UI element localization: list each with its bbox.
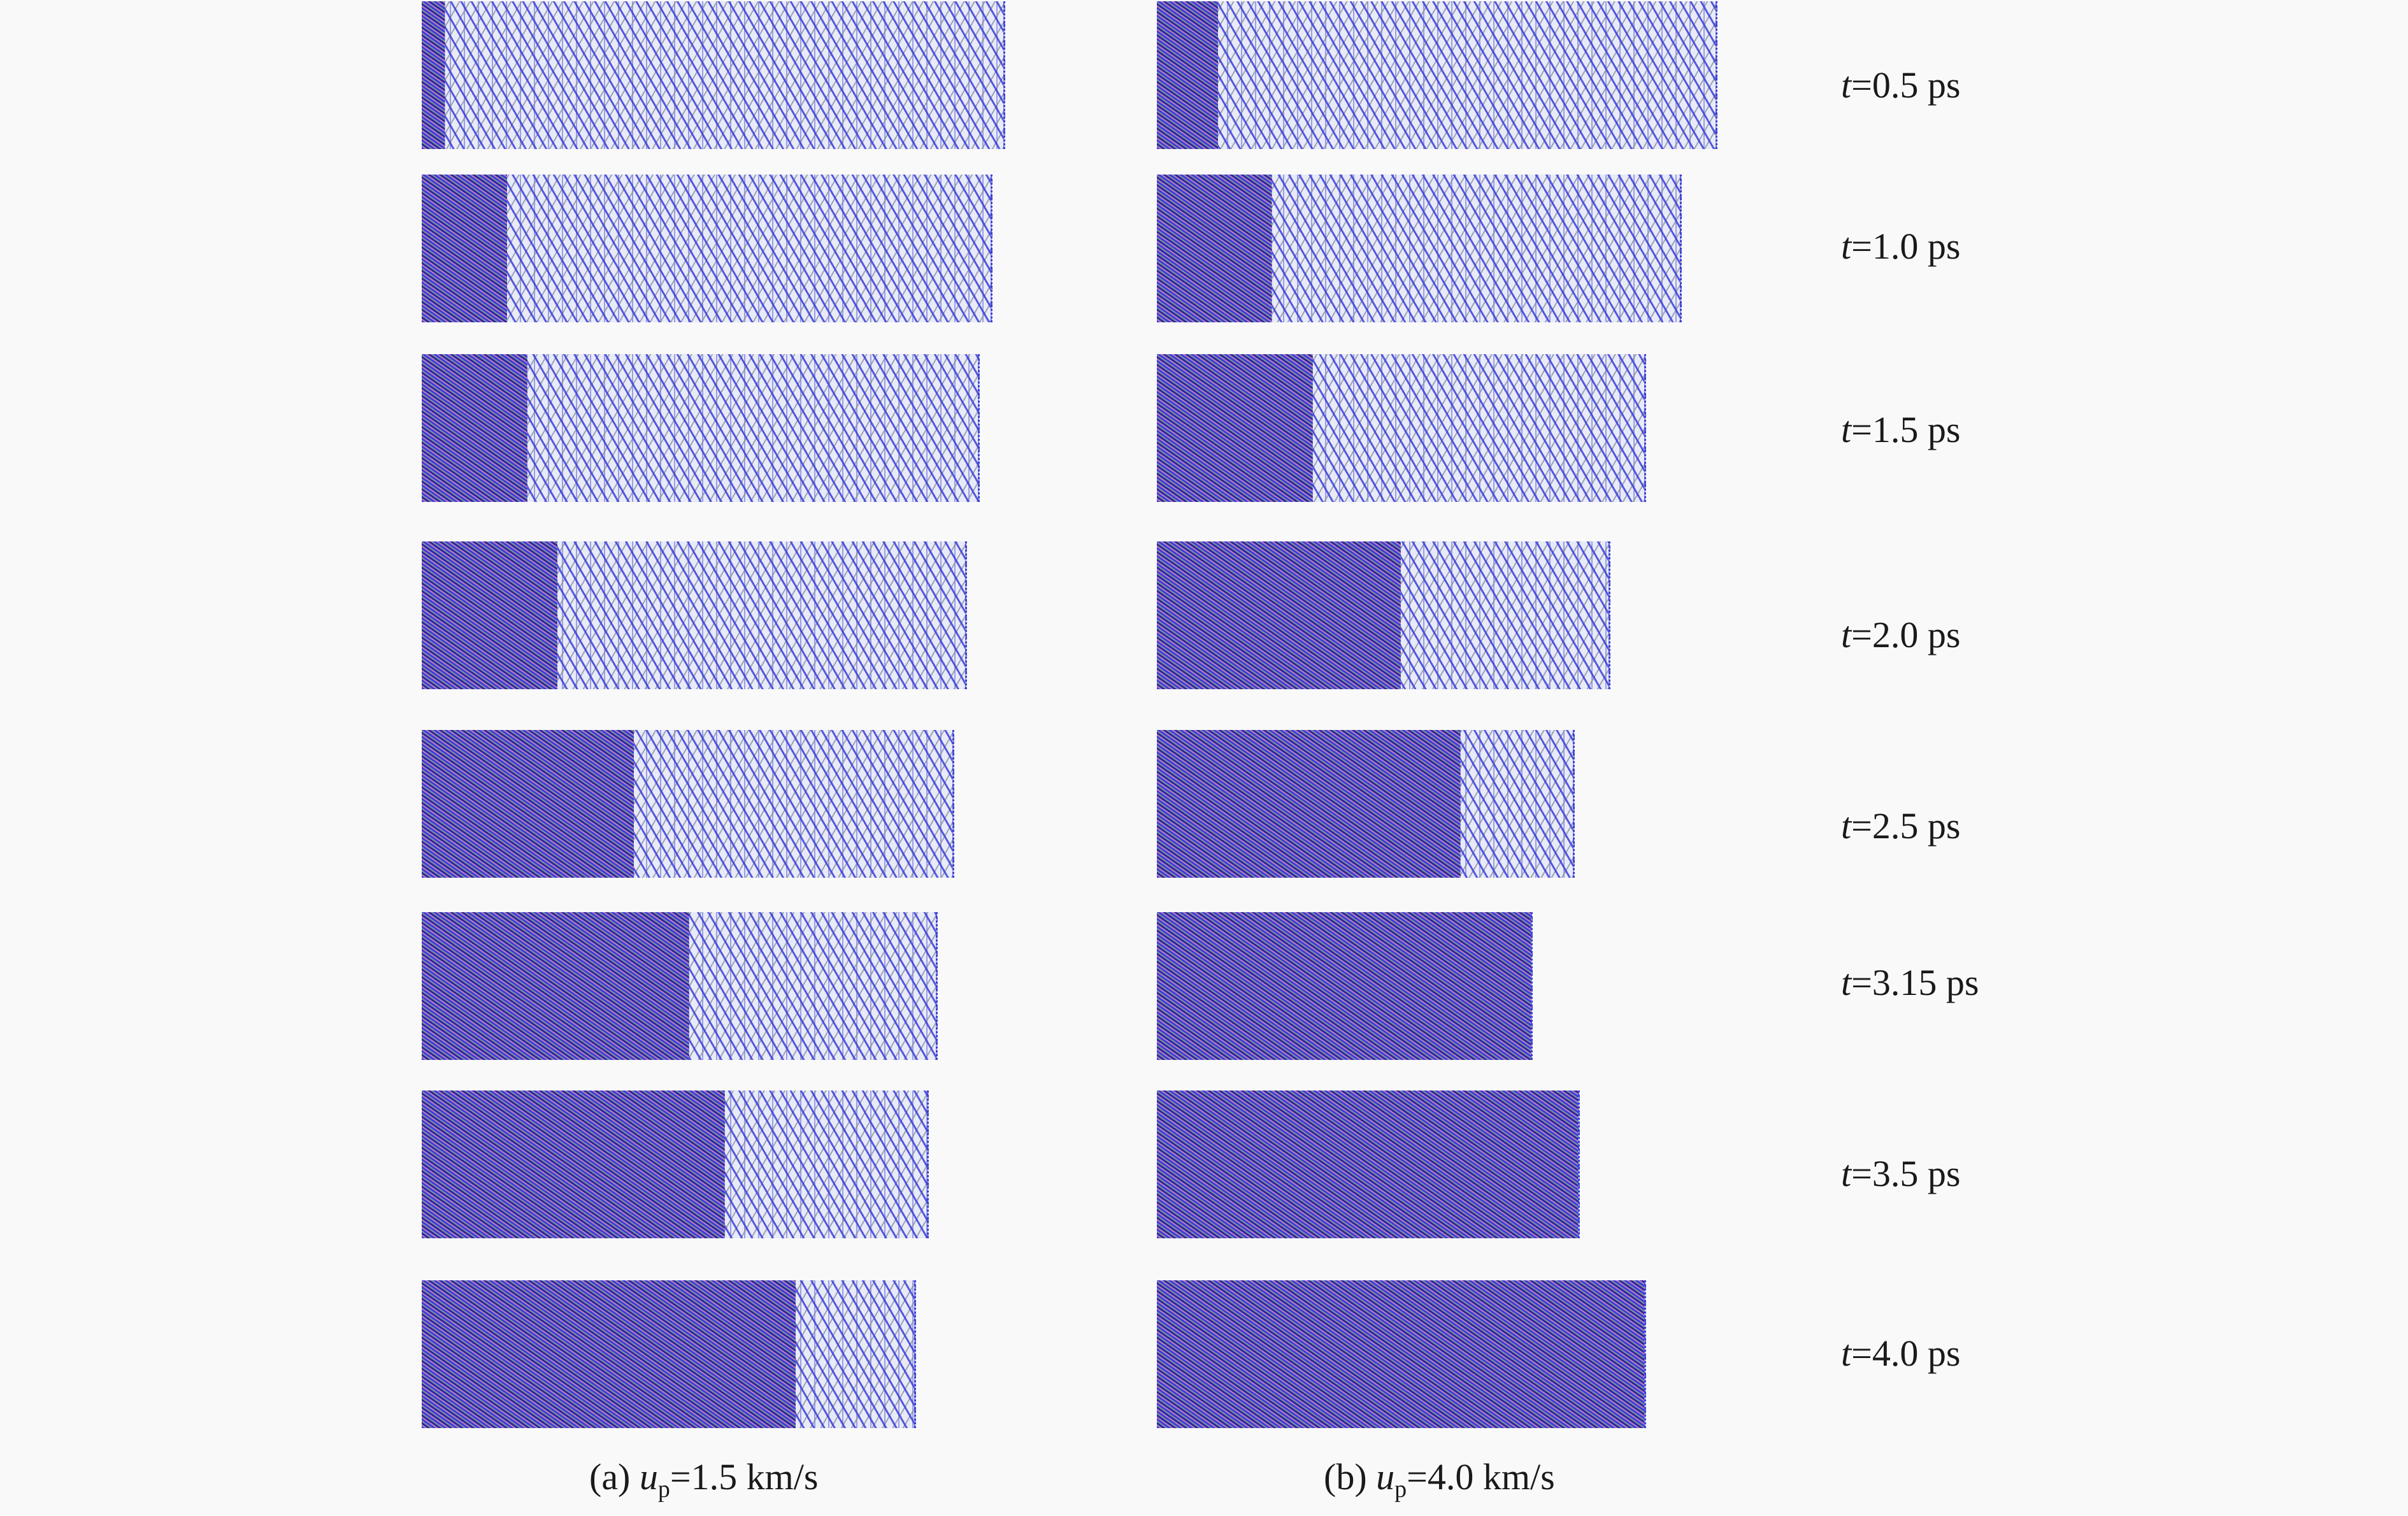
panel-b-t4.0	[1157, 1280, 1646, 1428]
panel-a-t0.5	[422, 1, 1005, 149]
time-label: t=2.5 ps	[1841, 805, 1961, 847]
panel-a-t2.0	[422, 541, 967, 689]
time-label: t=1.5 ps	[1841, 409, 1961, 450]
time-label: t=2.0 ps	[1841, 614, 1961, 655]
panel-a-t3.5	[422, 1091, 929, 1238]
panel-b-t3.15	[1157, 912, 1533, 1060]
time-label: t=0.5 ps	[1841, 64, 1961, 106]
panel-b-t1.0	[1157, 175, 1682, 322]
time-label: t=3.15 ps	[1841, 962, 1979, 1003]
panel-a-t4.0	[422, 1280, 916, 1428]
panel-b-t2.0	[1157, 541, 1610, 689]
panel-b-t0.5	[1157, 1, 1717, 149]
panel-a-t3.15	[422, 912, 938, 1060]
panel-a-t2.5	[422, 730, 954, 878]
caption-b: (b) up=4.0 km/s	[1324, 1456, 1555, 1503]
panel-a-t1.5	[422, 354, 980, 502]
time-label: t=4.0 ps	[1841, 1333, 1961, 1374]
time-label: t=3.5 ps	[1841, 1153, 1961, 1194]
panel-b-t3.5	[1157, 1091, 1580, 1238]
time-label: t=1.0 ps	[1841, 225, 1961, 267]
panel-a-t1.0	[422, 175, 993, 322]
panel-b-t1.5	[1157, 354, 1646, 502]
caption-a: (a) up=1.5 km/s	[589, 1456, 819, 1503]
panel-b-t2.5	[1157, 730, 1575, 878]
